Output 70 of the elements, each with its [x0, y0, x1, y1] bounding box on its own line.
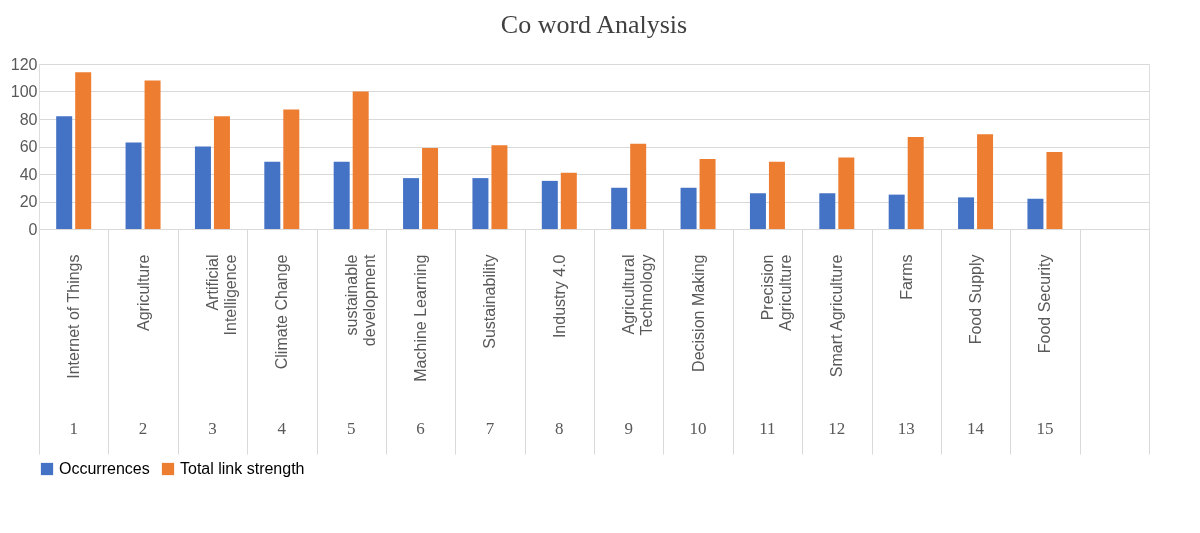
x-tick-label: Sustainability	[481, 254, 499, 349]
x-tick-label: Food Supply	[967, 254, 985, 345]
bar	[75, 72, 92, 229]
bar	[422, 147, 439, 229]
text: 6	[416, 419, 425, 438]
bar	[819, 193, 836, 229]
x-tick-label: Agricultural Technology	[620, 254, 656, 336]
bar	[352, 91, 369, 229]
bar	[333, 161, 350, 229]
text: 8	[555, 419, 564, 438]
text: 14	[967, 419, 985, 438]
x-tick-label: Food Security	[1036, 254, 1054, 354]
bar	[680, 187, 697, 229]
bar	[541, 180, 558, 229]
text: 5	[346, 419, 356, 438]
bar	[888, 194, 905, 229]
text: 11	[759, 419, 776, 438]
x-tick-label: Farms	[897, 254, 915, 300]
text: 2	[138, 419, 148, 438]
bar	[838, 157, 855, 229]
x-tick-label: Artificial Intelligence	[203, 254, 239, 336]
bar	[491, 145, 508, 229]
text: 3	[208, 419, 217, 438]
x-tick-label: Machine Learning	[412, 254, 430, 382]
text: 7	[485, 419, 495, 438]
bar	[194, 146, 211, 229]
legend-label: Occurrences	[59, 460, 150, 477]
y-tick-label: 20	[19, 193, 38, 210]
text: 15	[1036, 419, 1054, 438]
x-tick-label: Precision Agriculture	[758, 254, 794, 331]
y-tick-label: 0	[28, 220, 38, 238]
y-tick-label: 60	[19, 138, 38, 155]
x-tick-label: Agriculture	[134, 254, 152, 331]
bar	[1046, 152, 1063, 229]
bar	[472, 178, 489, 229]
x-tick-label: Internet of Things	[65, 254, 83, 379]
x-tick-label: Industry 4.0	[550, 254, 568, 339]
x-tick-label: Decision Making	[689, 254, 707, 372]
x-tick-label: Climate Change	[273, 254, 291, 370]
bar	[630, 143, 647, 229]
bar	[977, 134, 994, 229]
y-tick-label: 120	[10, 55, 38, 73]
bar	[699, 158, 716, 229]
chart-title: Co word Analysis	[500, 10, 688, 39]
bar	[749, 193, 766, 229]
bar	[264, 161, 281, 229]
bar	[144, 80, 161, 229]
legend-label: Total link strength	[180, 460, 305, 477]
x-tick-label: sustainable development	[342, 253, 378, 347]
bar	[560, 172, 577, 229]
text: 10	[689, 419, 707, 438]
x-tick-label: Smart Agriculture	[828, 254, 846, 378]
y-tick-label: 80	[19, 110, 38, 128]
bar	[56, 116, 73, 229]
text: 12	[828, 419, 846, 438]
text: 1	[69, 419, 78, 438]
bar	[768, 161, 785, 229]
bar	[283, 109, 300, 229]
text: 9	[624, 419, 633, 438]
text: 4	[277, 419, 287, 438]
bar	[213, 116, 230, 229]
bar	[907, 136, 924, 229]
y-tick-label: 100	[10, 83, 38, 100]
bar	[125, 142, 142, 229]
bar	[1027, 198, 1044, 229]
y-tick-label: 40	[19, 165, 38, 183]
bar	[403, 178, 420, 229]
text: 13	[897, 419, 915, 438]
bar	[611, 187, 628, 229]
bar	[958, 197, 975, 229]
